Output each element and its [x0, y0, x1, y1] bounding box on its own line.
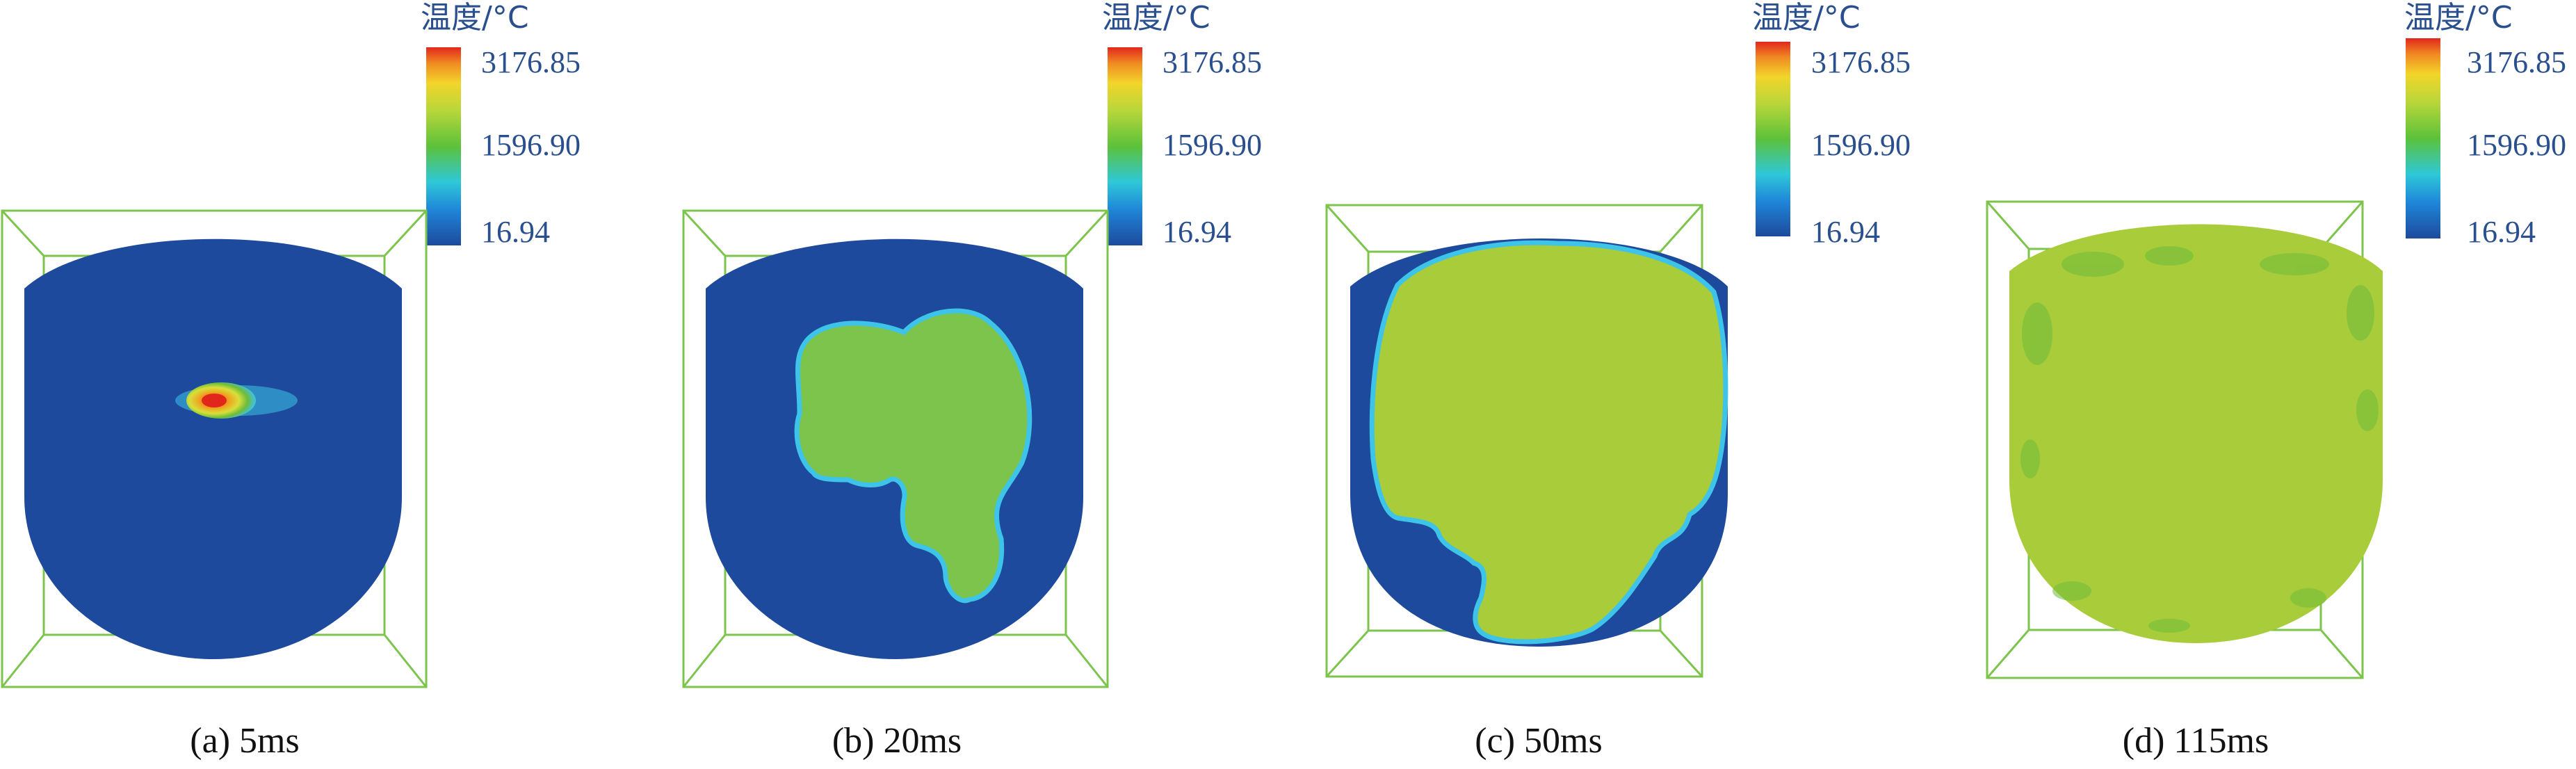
color-bar: 温度/°C 3176.85 1596.90 16.94 [1752, 0, 1911, 249]
chamber-cross-section [2009, 224, 2383, 643]
colorbar-mid-label: 1596.90 [2467, 128, 2566, 162]
color-bar: 温度/°C 3176.85 1596.90 16.94 [2404, 0, 2566, 249]
caption-c: (c) 50ms [1475, 721, 1602, 761]
flame-front [1369, 240, 1728, 645]
colorbar-min-label: 16.94 [2467, 215, 2536, 249]
colorbar-max-label: 3176.85 [1811, 45, 1911, 79]
color-bar: 温度/°C 3176.85 1596.90 16.94 [1102, 0, 1262, 249]
caption-d: (d) 115ms [2123, 721, 2269, 761]
panel-b: 温度/°C 3176.85 1596.90 16.94 [682, 0, 1262, 688]
flow-texture [2020, 246, 2379, 633]
colorbar-mid-label: 1596.90 [1163, 128, 1262, 162]
panel-d: 温度/°C 3176.85 1596.90 16.94 [1986, 0, 2566, 679]
colorbar-gradient [426, 47, 461, 245]
colorbar-max-label: 3176.85 [1163, 45, 1262, 79]
colorbar-title: 温度/°C [421, 0, 529, 35]
colorbar-gradient [1108, 47, 1142, 245]
panel-a: 温度/°C 3176.85 1596.90 16.94 [1, 0, 581, 688]
colorbar-min-label: 16.94 [481, 215, 550, 249]
captions: (a) 5ms (b) 20ms (c) 50ms (d) 115ms [190, 721, 2269, 761]
colorbar-max-label: 3176.85 [481, 45, 581, 79]
colorbar-title: 温度/°C [1752, 0, 1861, 35]
ignition-hotspot [175, 382, 298, 419]
color-bar: 温度/°C 3176.85 1596.90 16.94 [421, 0, 581, 249]
chamber-cross-section [24, 238, 402, 659]
caption-a: (a) 5ms [190, 721, 299, 761]
colorbar-mid-label: 1596.90 [481, 128, 581, 162]
colorbar-mid-label: 1596.90 [1811, 128, 1911, 162]
panel-c: 温度/°C 3176.85 1596.90 16.94 [1325, 0, 1911, 678]
colorbar-title: 温度/°C [2404, 0, 2513, 35]
colorbar-gradient [2406, 38, 2440, 238]
colorbar-gradient [1756, 42, 1790, 236]
colorbar-min-label: 16.94 [1811, 215, 1880, 249]
colorbar-title: 温度/°C [1102, 0, 1210, 35]
colorbar-max-label: 3176.85 [2467, 45, 2566, 79]
colorbar-min-label: 16.94 [1163, 215, 1231, 249]
caption-b: (b) 20ms [832, 721, 962, 761]
flame-front [794, 308, 1032, 604]
